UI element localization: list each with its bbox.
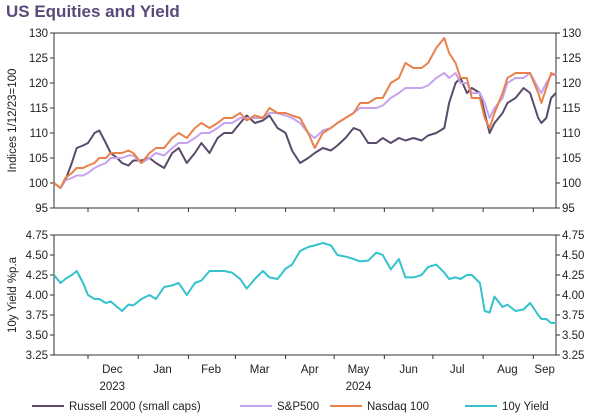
y-tick-label-left: 3.25	[26, 350, 48, 362]
y-tick-label-right: 95	[562, 203, 575, 215]
y-tick-label-left: 100	[29, 178, 48, 190]
legend-item: S&P500	[240, 401, 319, 413]
x-month-label: Aug	[497, 364, 517, 376]
y-tick-label-right: 115	[562, 103, 580, 115]
legend-label: Russell 2000 (small caps)	[69, 401, 201, 413]
legend-item: 10y Yield	[465, 401, 549, 413]
y-tick-label-right: 110	[562, 128, 580, 140]
series-line-10y-yield	[53, 242, 556, 324]
y-tick-label-right: 4.75	[562, 230, 584, 242]
x-month-label: Jul	[450, 364, 465, 376]
x-month-label: Jun	[399, 364, 418, 376]
x-month-label: Dec	[102, 364, 123, 376]
top-y-axis-label: Indices 1/12/23=100	[7, 69, 19, 173]
legend-item: Russell 2000 (small caps)	[32, 401, 201, 413]
series-line-s-p500	[53, 72, 557, 189]
y-tick-label-left: 4.25	[26, 270, 48, 282]
y-tick-label-right: 3.25	[562, 350, 584, 362]
y-tick-label-right: 120	[562, 78, 581, 90]
x-month-label: Jan	[153, 364, 172, 376]
top-plot-frame	[53, 32, 557, 209]
y-tick-label-left: 105	[29, 153, 48, 165]
y-tick-label-right: 4.00	[562, 290, 584, 302]
legend-label: Nasdaq 100	[367, 401, 429, 413]
y-tick-label-right: 125	[562, 53, 581, 65]
x-month-label: Apr	[301, 364, 319, 376]
y-tick-label-left: 4.75	[26, 230, 48, 242]
y-tick-label-right: 4.25	[562, 270, 584, 282]
page-title: US Equities and Yield	[6, 2, 180, 21]
legend-item: Nasdaq 100	[330, 401, 429, 413]
y-tick-label-right: 100	[562, 178, 581, 190]
y-tick-label-left: 115	[30, 103, 48, 115]
y-tick-label-right: 130	[562, 28, 581, 40]
y-tick-label-left: 3.50	[26, 330, 48, 342]
y-tick-label-right: 3.50	[562, 330, 584, 342]
bottom-y-axis-label: 10y Yield %p.a	[7, 256, 19, 333]
y-tick-label-right: 105	[562, 153, 581, 165]
y-tick-label-left: 4.00	[26, 290, 48, 302]
x-year-label: 2024	[346, 381, 372, 393]
y-tick-label-right: 4.50	[562, 250, 584, 262]
bottom-plot-frame	[53, 234, 557, 356]
series-line-russell-2000-small-caps-	[53, 77, 557, 189]
y-tick-label-left: 3.75	[26, 310, 48, 322]
x-year-label: 2023	[99, 381, 125, 393]
legend-label: 10y Yield	[502, 401, 549, 413]
x-month-label: Sep	[534, 364, 554, 376]
y-tick-label-left: 120	[29, 78, 48, 90]
y-tick-label-left: 95	[35, 203, 48, 215]
y-tick-label-left: 125	[29, 53, 48, 65]
y-tick-label-left: 4.50	[26, 250, 48, 262]
y-tick-label-right: 3.75	[562, 310, 584, 322]
series-line-nasdaq-100	[53, 37, 557, 189]
x-month-label: May	[348, 364, 370, 376]
y-tick-label-left: 130	[29, 28, 48, 40]
x-month-label: Feb	[201, 364, 221, 376]
legend-label: S&P500	[277, 401, 319, 413]
y-tick-label-left: 110	[30, 128, 48, 140]
x-month-label: Mar	[250, 364, 270, 376]
